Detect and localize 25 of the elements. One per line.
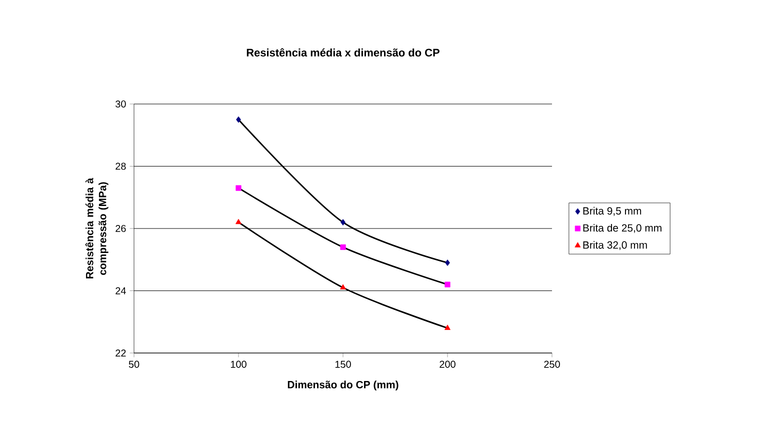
y-tick-label: 24 [116, 287, 126, 294]
point [340, 219, 346, 226]
y-tick-label: 28 [116, 162, 126, 170]
y-tick-label: 26 [116, 224, 126, 232]
point [444, 282, 450, 288]
legend-label: Brita de 25,0 mm [583, 224, 662, 233]
x-tick-label: 100 [230, 360, 246, 368]
x-axis-title: Dimensão do CP (mm) [288, 380, 398, 390]
chart-title: Resistência média x dimensão do CP [246, 48, 440, 57]
x-tick-label: 250 [544, 360, 560, 368]
x-tick-label: 150 [335, 360, 351, 368]
y-tick-label: 30 [116, 100, 126, 108]
legend-label: Brita 9,5 mm [583, 206, 642, 216]
point [340, 284, 346, 290]
y-tick-label: 22 [116, 350, 126, 356]
point [236, 185, 242, 191]
x-tick-label: 50 [128, 360, 140, 368]
y-axis-title: Resistência média à compressão (MPa) [85, 178, 108, 278]
point [340, 244, 346, 250]
point [445, 260, 450, 266]
legend-label: Brita 32,0 mm [583, 241, 647, 250]
x-tick-label: 200 [440, 360, 456, 368]
point [444, 324, 450, 330]
point [236, 116, 241, 123]
point [236, 218, 242, 224]
